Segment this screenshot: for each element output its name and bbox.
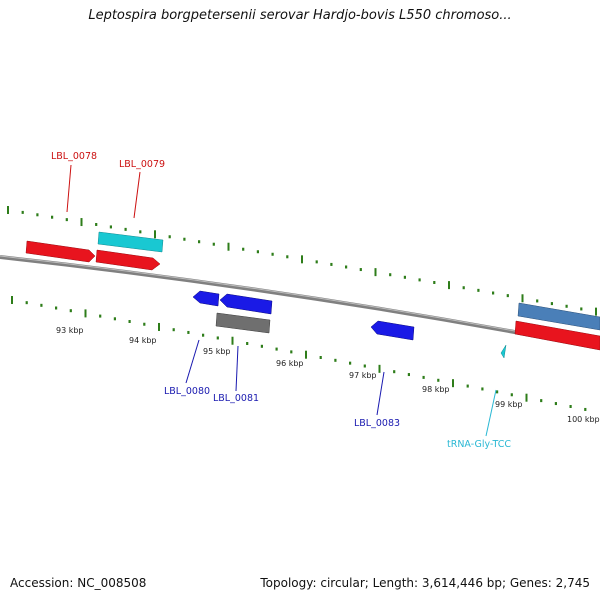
scale-label-95kbp: 95 kbp (203, 347, 231, 356)
feature-lbl-0078[interactable] (25, 240, 96, 263)
chromosome-backbone (0, 255, 600, 350)
feature-lbl-0079[interactable] (95, 249, 161, 271)
scale-label-96kbp: 96 kbp (276, 359, 304, 368)
map-title: Leptospira borgpetersenii serovar Hardjo… (88, 8, 512, 23)
plus-strand-ticks (7, 206, 597, 316)
accession-text: Accession: NC_008508 (10, 576, 147, 590)
feature-lbl-0081[interactable] (219, 293, 273, 315)
leader-lbl-0081 (235, 345, 239, 392)
leader-lbl-0078 (66, 164, 72, 213)
scale-label-97kbp: 97 kbp (349, 371, 377, 380)
genome-summary-text: Topology: circular; Length: 3,614,446 bp… (260, 576, 590, 590)
scale-label-98kbp: 98 kbp (422, 385, 450, 394)
feature-pseudo-gray[interactable] (215, 312, 271, 334)
scale-ticks (11, 296, 587, 411)
leader-trna (485, 389, 497, 437)
label-lbl-0081: LBL_0081 (213, 393, 259, 404)
feature-lbl-0080[interactable] (192, 290, 220, 307)
label-lbl-0078: LBL_0078 (51, 151, 97, 162)
scale-label-99kbp: 99 kbp (495, 400, 523, 409)
label-lbl-0083: LBL_0083 (354, 418, 400, 429)
label-lbl-0079: LBL_0079 (119, 159, 165, 170)
scale-label-94kbp: 94 kbp (129, 336, 157, 345)
feature-trna-gly[interactable] (500, 344, 507, 359)
chromosome-backbone-highlight (0, 255, 600, 348)
leader-lbl-0080 (185, 339, 200, 384)
feature-cyan-upper[interactable] (97, 231, 164, 253)
label-trna-gly: tRNA-Gly-TCC (447, 439, 511, 450)
scale-label-100kbp: 100 kbp (567, 415, 600, 424)
feature-steel-right[interactable] (517, 302, 600, 331)
scale-label-93kbp: 93 kbp (56, 326, 84, 335)
feature-lbl-0083[interactable] (370, 320, 415, 341)
leader-lbl-0083 (376, 371, 385, 416)
label-lbl-0080: LBL_0080 (164, 386, 210, 397)
feature-red-right[interactable] (514, 320, 600, 351)
leader-lbl-0079 (133, 171, 141, 219)
